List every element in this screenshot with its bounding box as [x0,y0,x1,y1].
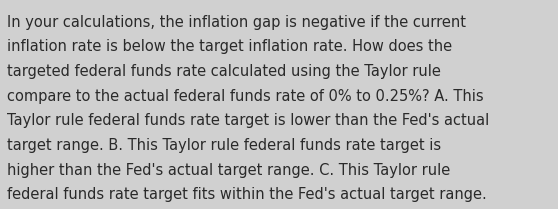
Text: In your calculations, the inflation gap is negative if the current: In your calculations, the inflation gap … [7,15,466,30]
Text: higher than the Fed's actual target range. C. This Taylor rule: higher than the Fed's actual target rang… [7,163,450,178]
Text: Taylor rule federal funds rate target is lower than the Fed's actual: Taylor rule federal funds rate target is… [7,113,489,128]
Text: compare to the actual federal funds rate of 0% to 0.25%? A. This: compare to the actual federal funds rate… [7,89,483,104]
Text: targeted federal funds rate calculated using the Taylor rule: targeted federal funds rate calculated u… [7,64,441,79]
Text: inflation rate is below the target inflation rate. How does the: inflation rate is below the target infla… [7,39,452,54]
Text: target range. B. This Taylor rule federal funds rate target is: target range. B. This Taylor rule federa… [7,138,441,153]
Text: federal funds rate target fits within the Fed's actual target range.: federal funds rate target fits within th… [7,187,487,202]
